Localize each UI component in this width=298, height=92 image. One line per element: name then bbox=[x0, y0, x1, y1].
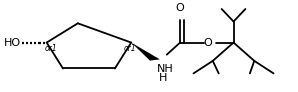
Text: or1: or1 bbox=[124, 44, 136, 53]
Text: H: H bbox=[159, 73, 167, 83]
Text: O: O bbox=[204, 38, 213, 48]
Text: O: O bbox=[175, 3, 184, 13]
Text: HO: HO bbox=[4, 38, 21, 48]
Text: NH: NH bbox=[156, 64, 173, 74]
Text: or1: or1 bbox=[45, 44, 57, 53]
Polygon shape bbox=[131, 43, 160, 61]
